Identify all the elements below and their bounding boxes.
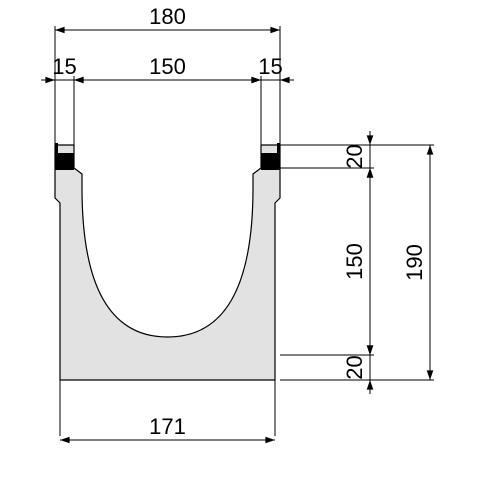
dim-top-left-flange: 15	[52, 54, 76, 79]
dim-arrow	[427, 370, 434, 380]
dim-arrow	[367, 168, 374, 178]
dim-arrow	[367, 380, 374, 390]
dim-right-top: 20	[342, 144, 367, 168]
dim-arrow	[60, 437, 70, 444]
dim-right-bottom: 20	[342, 355, 367, 379]
dim-bottom-width: 171	[149, 414, 186, 439]
dim-arrow	[367, 345, 374, 355]
dim-top-overall: 180	[149, 4, 186, 29]
dim-right-overall: 190	[402, 244, 427, 281]
dim-arrow	[265, 437, 275, 444]
dim-top-inner: 150	[149, 54, 186, 79]
dim-arrow	[367, 135, 374, 145]
dim-arrow	[270, 27, 280, 34]
dim-arrow	[55, 27, 65, 34]
dim-top-right-flange: 15	[258, 54, 282, 79]
channel-cross-section	[55, 145, 280, 380]
dim-right-mid: 150	[342, 243, 367, 280]
dim-arrow	[427, 145, 434, 155]
